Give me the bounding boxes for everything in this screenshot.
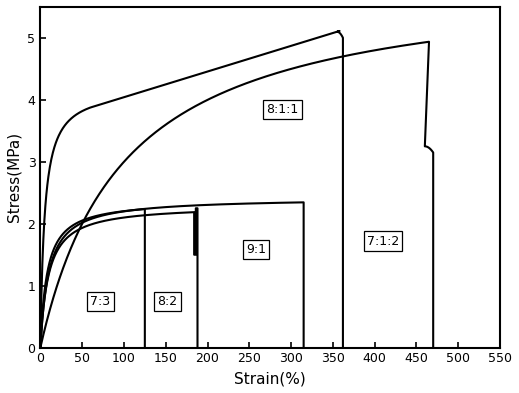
Text: 9:1: 9:1 bbox=[246, 243, 266, 256]
Text: 7:1:2: 7:1:2 bbox=[367, 235, 399, 248]
X-axis label: Strain(%): Strain(%) bbox=[235, 371, 306, 386]
Text: 8:1:1: 8:1:1 bbox=[267, 103, 299, 116]
Text: 8:2: 8:2 bbox=[157, 295, 177, 308]
Y-axis label: Stress(MPa): Stress(MPa) bbox=[7, 132, 22, 222]
Text: 7:3: 7:3 bbox=[90, 295, 111, 308]
